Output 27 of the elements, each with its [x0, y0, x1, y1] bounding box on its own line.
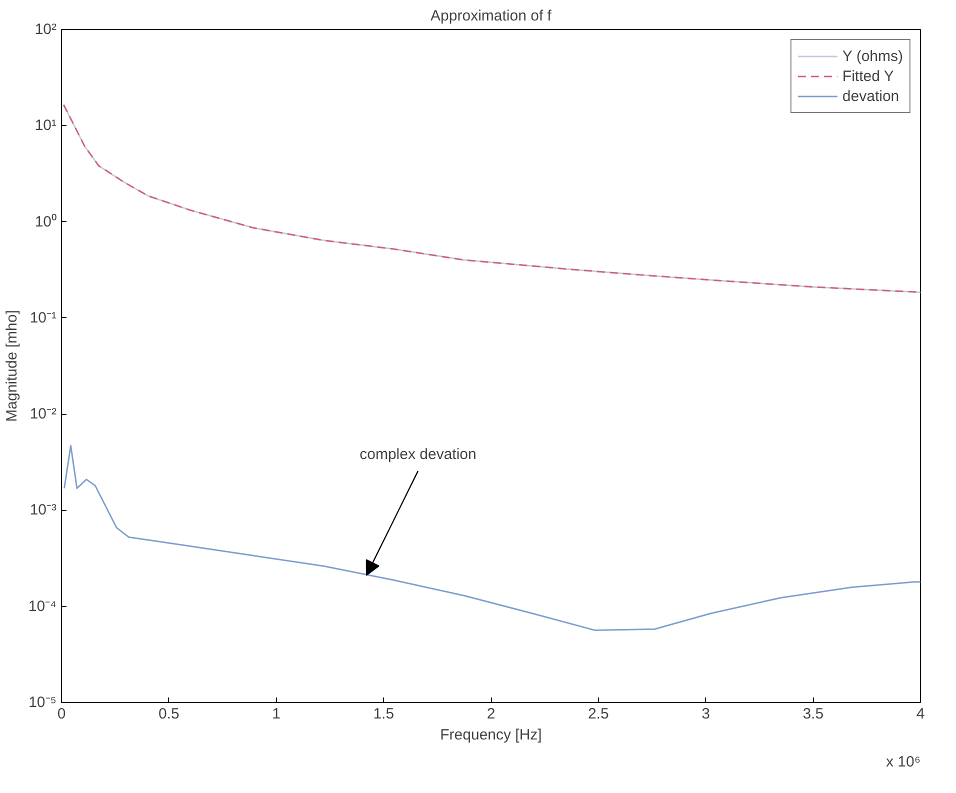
x-tick-label: 3.5: [802, 706, 824, 722]
y-tick-label: 10¹: [34, 117, 57, 134]
legend-label: Y (ohms): [842, 48, 903, 64]
chart-title: Approximation of f: [430, 8, 552, 24]
x-axis-title: Frequency [Hz]: [440, 726, 542, 744]
y-tick-label: 10⁻³: [30, 502, 57, 519]
y-tick-label: 10⁻⁵: [28, 694, 57, 711]
line-series: [62, 104, 920, 293]
y-tick-label: 10⁰: [34, 213, 57, 230]
y-tick-label: 10²: [34, 21, 57, 38]
x-tick-label: 0: [57, 706, 66, 722]
y-tick-label: 10⁻⁴: [28, 598, 57, 615]
legend-label: devation: [842, 88, 900, 104]
x-tick-label: 3: [702, 706, 710, 722]
y-tick-label: 10⁻¹: [30, 309, 57, 326]
y-tick-label: 10⁻²: [30, 406, 57, 423]
text: x 10⁶: [886, 754, 921, 770]
x-tick-label: 1: [272, 706, 280, 722]
x-tick-label: 4: [916, 706, 925, 722]
annotation: complex devation: [360, 446, 476, 464]
line-series: [64, 444, 920, 631]
x-tick-label: 2: [486, 706, 496, 722]
legend-label: Fitted Y: [842, 68, 894, 84]
x-tick-label: 0.5: [158, 706, 180, 722]
x-tick-label: 2.5: [588, 706, 609, 722]
y-axis-title: Magnitude [mho]: [3, 310, 20, 422]
x-tick-label: 1.5: [373, 706, 394, 722]
